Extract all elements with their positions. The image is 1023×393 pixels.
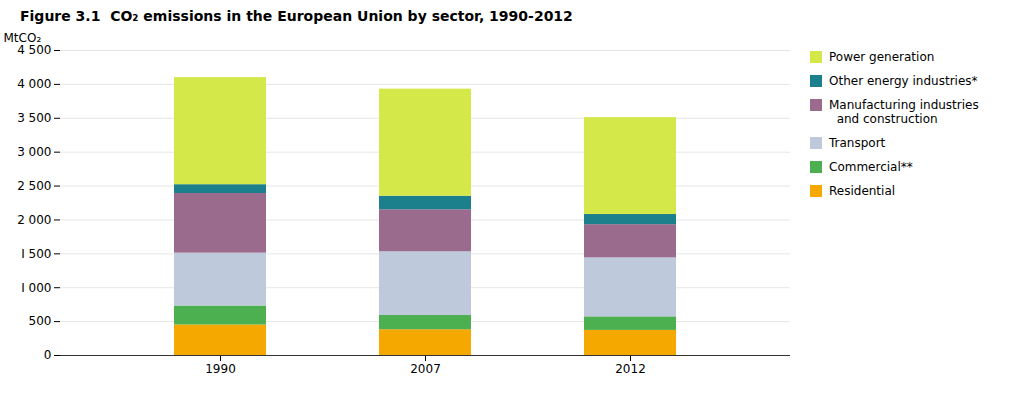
svg-text:3 000: 3 000 bbox=[17, 145, 51, 159]
svg-text:4 500: 4 500 bbox=[17, 43, 51, 57]
html-text:Transport: Transport bbox=[829, 136, 886, 150]
svg-text:2007: 2007 bbox=[410, 362, 441, 376]
html-text:Manufacturing industries and c: Manufacturing industries and constructio… bbox=[829, 98, 979, 126]
svg-text:I 000: I 000 bbox=[21, 281, 51, 295]
svg-text:I 500: I 500 bbox=[21, 247, 51, 261]
svg-text:4 000: 4 000 bbox=[17, 77, 51, 91]
svg-text:1990: 1990 bbox=[205, 362, 236, 376]
html-text:Power generation: Power generation bbox=[829, 50, 935, 64]
html-text:Figure 3.1 CO₂ emissions in th: Figure 3.1 CO₂ emissions in the European… bbox=[20, 8, 573, 24]
svg-text:2012: 2012 bbox=[615, 362, 646, 376]
svg-text:500: 500 bbox=[29, 314, 52, 328]
svg-text:2 000: 2 000 bbox=[17, 213, 51, 227]
svg-text:2 500: 2 500 bbox=[17, 179, 51, 193]
svg-text:3 500: 3 500 bbox=[17, 111, 51, 125]
html-text:Other energy industries*: Other energy industries* bbox=[829, 74, 978, 88]
html-text:Residential: Residential bbox=[829, 184, 896, 198]
svg-text:0: 0 bbox=[44, 348, 52, 362]
svg-text:MtCO₂: MtCO₂ bbox=[4, 31, 42, 45]
html-text:Commercial**: Commercial** bbox=[829, 160, 913, 174]
